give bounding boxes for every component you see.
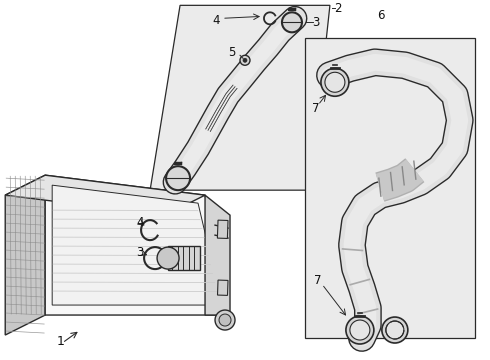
Text: 2: 2 [334,2,342,15]
Circle shape [282,12,302,32]
Text: 5: 5 [228,46,236,59]
Bar [305,38,475,338]
Text: 4: 4 [136,216,144,229]
Polygon shape [52,185,222,305]
Circle shape [382,317,408,343]
Circle shape [157,247,179,269]
Polygon shape [205,195,230,315]
Circle shape [219,314,231,326]
Circle shape [240,55,250,65]
Circle shape [243,58,247,62]
Circle shape [350,320,370,340]
Circle shape [325,72,345,92]
Text: 7: 7 [312,102,319,115]
Text: 3: 3 [136,246,144,258]
Circle shape [166,166,190,190]
Polygon shape [150,5,330,190]
Circle shape [321,68,349,96]
Bar [168,246,200,270]
Polygon shape [5,175,205,215]
Polygon shape [45,175,230,315]
Text: 3: 3 [312,16,319,29]
Circle shape [346,316,374,344]
Circle shape [386,321,404,339]
Text: 1: 1 [56,335,64,348]
Text: 7: 7 [314,274,321,287]
Bar [218,220,228,238]
Bar [218,280,228,296]
Circle shape [215,310,235,330]
Polygon shape [5,175,45,335]
Text: 4: 4 [212,14,220,27]
Text: 6: 6 [377,9,385,22]
